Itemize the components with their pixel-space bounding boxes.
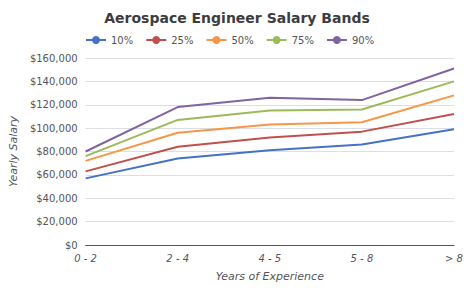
svg-text:5 - 8: 5 - 8 [351,253,374,264]
svg-text:> 8: > 8 [445,253,463,264]
svg-text:4 - 5: 4 - 5 [258,253,281,264]
svg-text:50%: 50% [231,35,253,46]
svg-text:Yearly Salary: Yearly Salary [7,115,20,187]
svg-text:10%: 10% [111,35,133,46]
svg-text:$20,000: $20,000 [36,216,77,227]
svg-text:$60,000: $60,000 [36,169,77,180]
svg-text:25%: 25% [171,35,193,46]
svg-text:$0: $0 [65,240,78,251]
svg-text:$140,000: $140,000 [30,76,78,87]
svg-text:Aerospace Engineer Salary Band: Aerospace Engineer Salary Bands [104,10,370,26]
svg-text:75%: 75% [292,35,314,46]
svg-text:90%: 90% [352,35,374,46]
svg-text:0 - 2: 0 - 2 [74,253,97,264]
svg-text:$40,000: $40,000 [36,193,77,204]
svg-text:$100,000: $100,000 [30,123,78,134]
svg-text:$120,000: $120,000 [30,99,78,110]
svg-text:2 - 4: 2 - 4 [166,253,189,264]
svg-text:Years of Experience: Years of Experience [216,270,324,283]
svg-text:$80,000: $80,000 [36,146,77,157]
svg-text:$160,000: $160,000 [30,53,78,64]
